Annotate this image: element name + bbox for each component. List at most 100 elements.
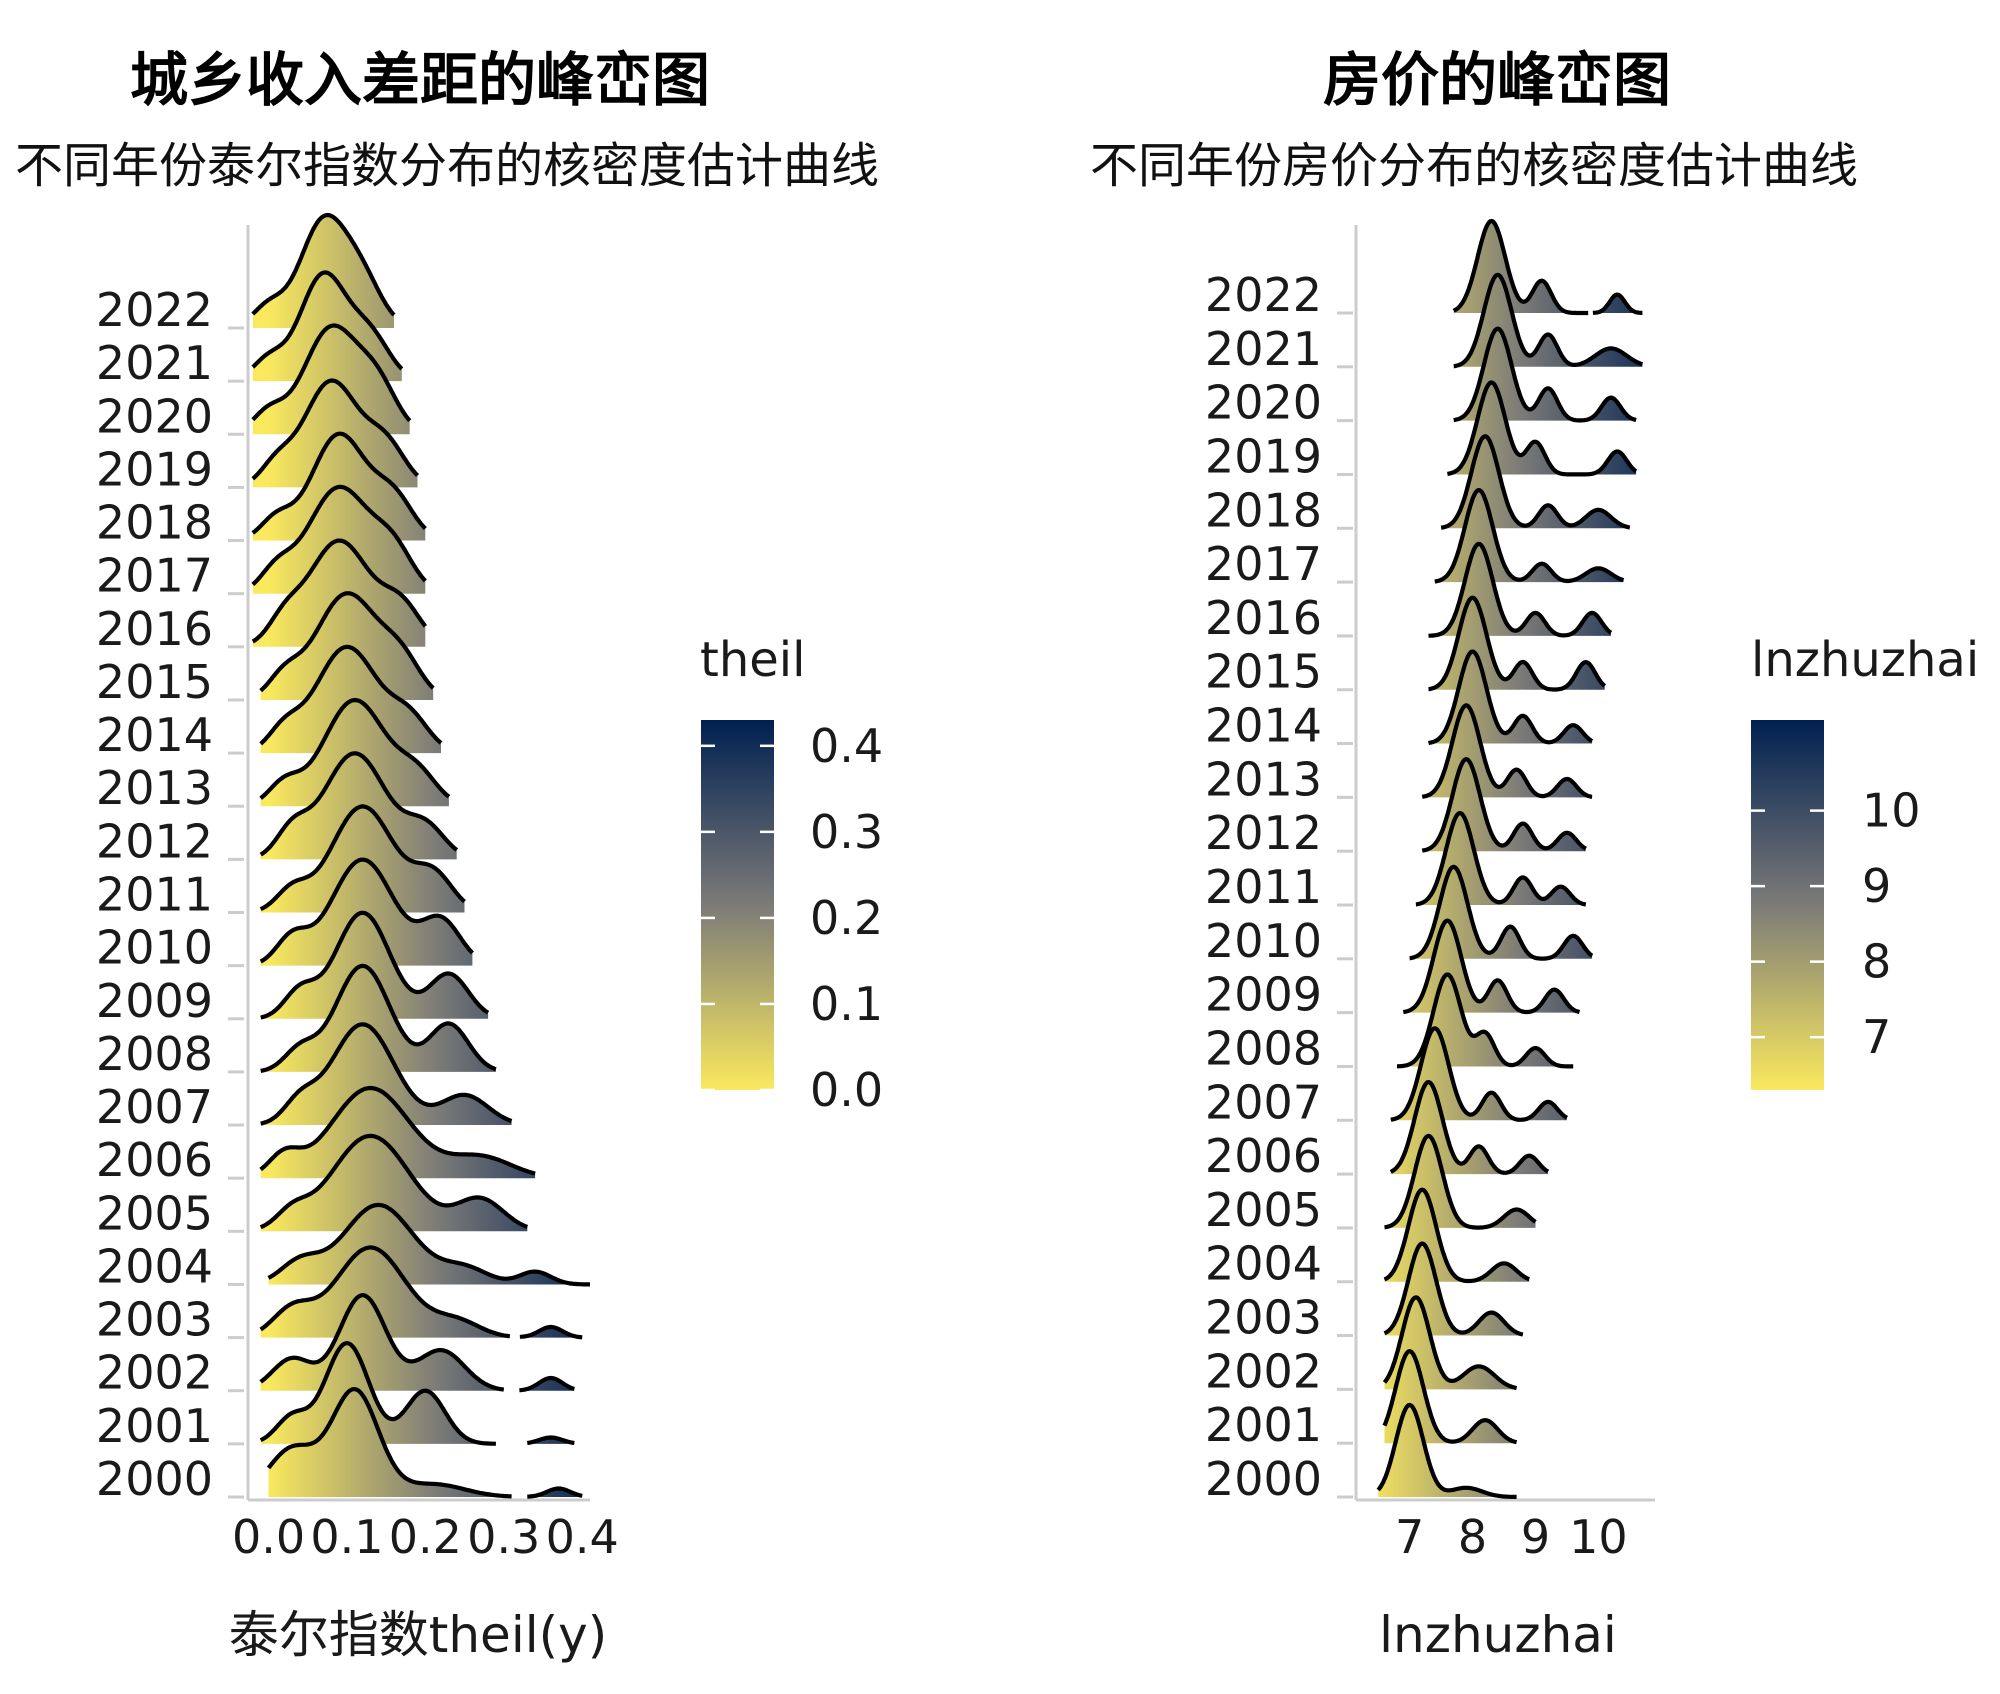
ridge-line — [1452, 272, 1644, 369]
y-tick-label: 2014 — [1205, 699, 1322, 753]
y-tick-label: 2022 — [96, 283, 213, 337]
ridge-line — [1408, 864, 1594, 961]
y-tick-label: 2017 — [96, 549, 213, 603]
y-tick-label: 2011 — [1205, 860, 1322, 914]
ridge-line — [1383, 1187, 1531, 1284]
left-ridge-2000 — [266, 1387, 583, 1499]
right-colorbar-legend: 7 8 9 10 — [1751, 720, 1921, 1090]
y-tick-label: 2018 — [96, 496, 213, 550]
left-legend-title: theil — [700, 632, 805, 688]
left-ridge-2003 — [259, 1245, 583, 1340]
y-tick-label: 2002 — [1205, 1344, 1322, 1398]
ridge-line — [1591, 292, 1644, 315]
left-ridge-2002 — [259, 1293, 575, 1393]
y-tick-label: 2020 — [1205, 376, 1322, 430]
y-tick-label: 2013 — [1205, 752, 1322, 806]
ridge-area — [260, 1295, 504, 1391]
y-tick-label: 2003 — [96, 1293, 213, 1347]
ridge-line — [1440, 434, 1631, 530]
left-ridge-2001 — [259, 1341, 575, 1446]
left-ridgeline-plot: 2022202120202019201820172016201520142013… — [96, 213, 619, 1564]
ridge-line — [259, 644, 443, 746]
right-ridgeline-plot: 2022202120202019201820172016201520142013… — [1205, 218, 1655, 1564]
colorbar — [1751, 720, 1824, 1090]
right-ridge-2000 — [1376, 1402, 1518, 1499]
y-tick-label: 2007 — [96, 1080, 213, 1134]
y-tick-label: 2001 — [96, 1399, 213, 1453]
y-tick-label: 2015 — [1205, 645, 1322, 699]
ridge-line — [1427, 541, 1613, 638]
y-tick-label: 2013 — [96, 761, 213, 815]
y-tick-label: 2010 — [1205, 914, 1322, 968]
left-chart-title: 城乡收入差距的峰峦图 — [130, 46, 710, 114]
y-tick-label: 2015 — [96, 655, 213, 709]
colorbar-tick-label: 0.3 — [810, 805, 883, 859]
ridge-line — [1433, 488, 1625, 584]
ridge-line — [260, 1022, 513, 1126]
left-ridge-2008 — [260, 963, 497, 1073]
ridge-line — [267, 1202, 591, 1287]
right-legend-title: lnzhuzhai — [1751, 632, 1979, 688]
y-tick-label: 2022 — [1205, 268, 1322, 322]
y-tick-label: 2011 — [96, 868, 213, 922]
y-tick-label: 2019 — [1205, 429, 1322, 483]
x-tick-label: 8 — [1458, 1510, 1487, 1564]
x-tick-label: 0.1 — [310, 1510, 383, 1564]
colorbar-tick-label: 9 — [1862, 859, 1891, 913]
ridge-line — [1421, 757, 1587, 853]
colorbar-tick-label: 0.2 — [810, 891, 883, 945]
left-ridge-2009 — [260, 910, 490, 1020]
colorbar-tick-label: 0.0 — [810, 1063, 883, 1117]
ridge-line — [1376, 1402, 1518, 1499]
y-tick-label: 2017 — [1205, 537, 1322, 591]
colorbar-tick-label: 10 — [1862, 784, 1921, 838]
left-chart-subtitle: 不同年份泰尔指数分布的核密度估计曲线 — [15, 138, 879, 194]
y-tick-label: 2003 — [1205, 1291, 1322, 1345]
ridge-line — [251, 484, 427, 586]
ridge-line — [260, 963, 497, 1073]
ridge-line — [1383, 1241, 1525, 1337]
ridge-line — [1421, 703, 1594, 799]
ridge-line — [251, 270, 404, 371]
y-tick-label: 2007 — [1205, 1075, 1322, 1129]
ridge-line — [259, 1293, 505, 1392]
y-tick-label: 2002 — [96, 1346, 213, 1400]
ridge-line — [259, 751, 459, 857]
y-tick-label: 2010 — [96, 921, 213, 975]
y-tick-label: 2016 — [1205, 591, 1322, 645]
y-tick-label: 2021 — [1205, 322, 1322, 376]
x-tick-label: 0.3 — [467, 1510, 540, 1564]
x-tick-label: 0.4 — [546, 1510, 619, 1564]
ridge-line — [1382, 1295, 1518, 1391]
x-tick-label: 7 — [1395, 1510, 1424, 1564]
x-tick-label: 0.0 — [232, 1510, 305, 1564]
ridge-line — [527, 1486, 583, 1499]
y-tick-label: 2000 — [1205, 1452, 1322, 1506]
ridge-line — [251, 323, 412, 423]
y-tick-label: 2018 — [1205, 483, 1322, 537]
colorbar-tick-label: 0.1 — [810, 977, 883, 1031]
ridge-area — [1422, 705, 1593, 798]
ridge-line — [251, 378, 420, 481]
ridge-line — [1452, 326, 1638, 423]
ridge-line — [1427, 595, 1607, 692]
y-tick-label: 2012 — [96, 814, 213, 868]
ridge-line — [259, 1245, 511, 1339]
y-tick-label: 2009 — [96, 974, 213, 1028]
left-x-axis-label: 泰尔指数theil(y) — [229, 1606, 607, 1664]
ridge-area — [260, 912, 489, 1019]
y-tick-label: 2005 — [1205, 1183, 1322, 1237]
y-tick-label: 2008 — [96, 1027, 213, 1081]
ridge-area — [260, 1135, 528, 1232]
right-chart-title: 房价的峰峦图 — [1323, 46, 1671, 114]
colorbar-tick-label: 7 — [1862, 1010, 1891, 1064]
x-tick-label: 0.2 — [389, 1510, 462, 1564]
ridge-line — [259, 857, 474, 964]
ridge-line — [259, 804, 466, 912]
y-tick-label: 2006 — [96, 1133, 213, 1187]
left-ridge-2005 — [259, 1133, 529, 1232]
right-ridge-2022 — [1452, 218, 1644, 316]
ridge-line — [519, 1375, 575, 1393]
